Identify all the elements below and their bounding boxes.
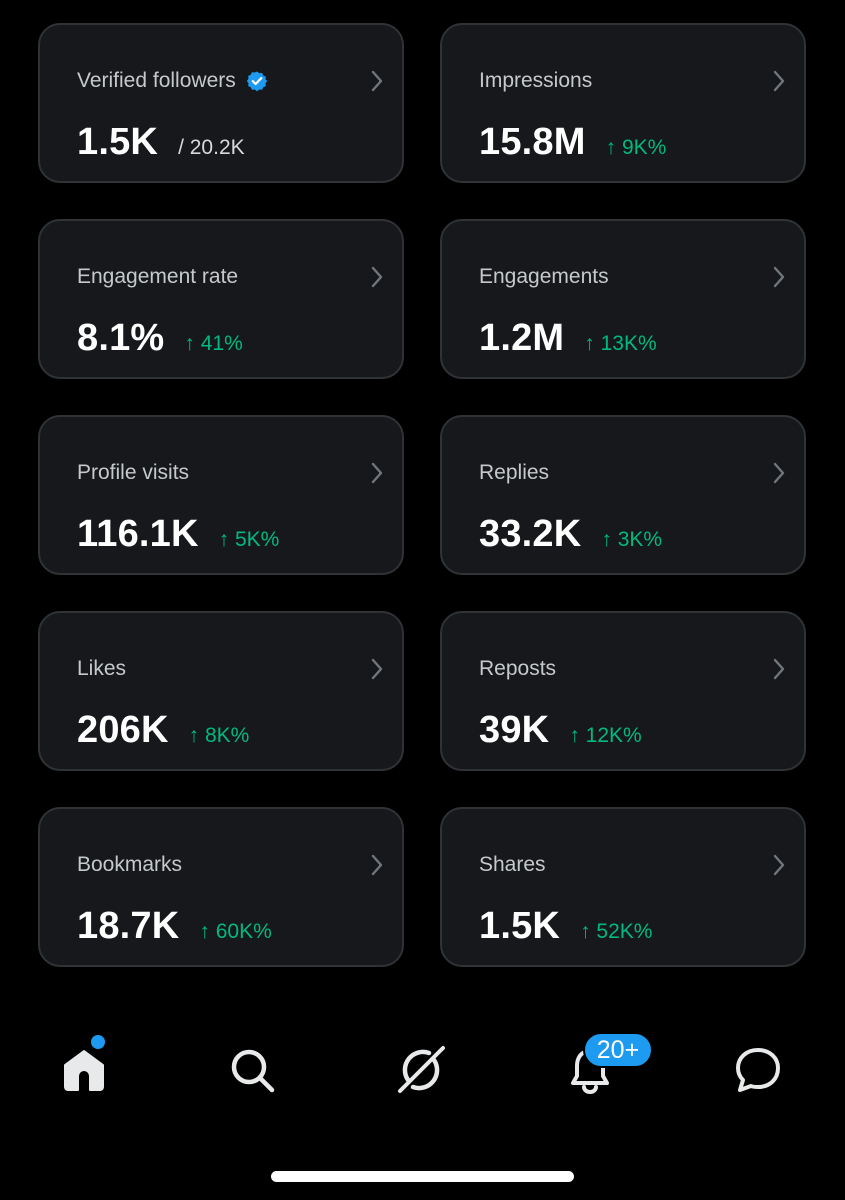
card-title: Profile visits — [77, 461, 190, 484]
card-label-row: Profile visits — [77, 461, 189, 485]
card-value-row: 116.1K ↑ 5K% — [77, 513, 279, 556]
chevron-right-icon — [371, 266, 383, 288]
card-verified-followers[interactable]: Verified followers 1.5K / 20.2K — [38, 23, 404, 183]
chevron-right-icon — [371, 658, 383, 680]
analytics-cards-grid: Verified followers 1.5K / 20.2K Impressi… — [38, 23, 806, 967]
card-value: 206K — [77, 709, 169, 751]
card-change: ↑ 3K% — [601, 528, 663, 551]
card-change: ↑ 13K% — [584, 332, 657, 355]
card-likes[interactable]: Likes 206K ↑ 8K% — [38, 611, 404, 771]
bottom-tab-bar — [0, 1030, 845, 1110]
card-label-row: Likes — [77, 657, 126, 681]
card-change: ↑ 52K% — [580, 920, 653, 943]
card-bookmarks[interactable]: Bookmarks 18.7K ↑ 60K% — [38, 807, 404, 967]
tab-search[interactable] — [222, 1040, 282, 1100]
card-label-row: Impressions — [479, 69, 592, 93]
card-shares[interactable]: Shares 1.5K ↑ 52K% — [440, 807, 806, 967]
card-change: ↑ 8K% — [188, 724, 250, 747]
home-indicator-bar[interactable] — [271, 1171, 574, 1182]
verified-badge-icon — [246, 71, 267, 92]
card-value-row: 206K ↑ 8K% — [77, 709, 249, 752]
card-change: ↑ 41% — [184, 332, 243, 355]
card-engagement-rate[interactable]: Engagement rate 8.1% ↑ 41% — [38, 219, 404, 379]
card-label-row: Verified followers — [77, 69, 268, 93]
card-value-row: 18.7K ↑ 60K% — [77, 905, 272, 948]
card-value: 1.5K — [77, 121, 159, 163]
card-total: / 20.2K — [178, 136, 245, 159]
card-title: Reposts — [479, 657, 557, 680]
card-change: ↑ 5K% — [218, 528, 280, 551]
card-title: Replies — [479, 461, 550, 484]
card-title: Verified followers — [77, 69, 236, 92]
notifications-count-badge: 20+ — [583, 1032, 653, 1068]
card-value: 116.1K — [77, 513, 199, 555]
card-label-row: Bookmarks — [77, 853, 182, 877]
home-icon — [64, 1050, 104, 1091]
card-value-row: 1.5K / 20.2K — [77, 121, 245, 164]
tab-home[interactable] — [54, 1040, 114, 1100]
tab-messages[interactable] — [728, 1040, 788, 1100]
chevron-right-icon — [773, 266, 785, 288]
card-value: 1.5K — [479, 905, 561, 947]
card-impressions[interactable]: Impressions 15.8M ↑ 9K% — [440, 23, 806, 183]
home-unread-dot — [91, 1035, 105, 1049]
card-value: 15.8M — [479, 121, 586, 163]
card-value: 33.2K — [479, 513, 582, 555]
chevron-right-icon — [773, 462, 785, 484]
card-title: Shares — [479, 853, 546, 876]
card-value-row: 39K ↑ 12K% — [479, 709, 642, 752]
card-value-row: 1.2M ↑ 13K% — [479, 317, 657, 360]
chevron-right-icon — [371, 70, 383, 92]
search-icon — [231, 1049, 275, 1093]
chevron-right-icon — [773, 854, 785, 876]
card-value: 18.7K — [77, 905, 180, 947]
card-profile-visits[interactable]: Profile visits 116.1K ↑ 5K% — [38, 415, 404, 575]
card-value-row: 15.8M ↑ 9K% — [479, 121, 666, 164]
card-value-row: 8.1% ↑ 41% — [77, 317, 243, 360]
card-value: 39K — [479, 709, 550, 751]
chevron-right-icon — [773, 658, 785, 680]
card-title: Impressions — [479, 69, 593, 92]
card-change: ↑ 9K% — [605, 136, 667, 159]
card-title: Engagements — [479, 265, 609, 288]
card-label-row: Shares — [479, 853, 546, 877]
card-title: Likes — [77, 657, 127, 680]
tab-grok[interactable] — [391, 1040, 451, 1100]
card-value-row: 33.2K ↑ 3K% — [479, 513, 662, 556]
card-title: Engagement rate — [77, 265, 239, 288]
card-replies[interactable]: Replies 33.2K ↑ 3K% — [440, 415, 806, 575]
card-label-row: Reposts — [479, 657, 556, 681]
messages-icon — [736, 1048, 780, 1092]
card-value: 1.2M — [479, 317, 565, 359]
chevron-right-icon — [773, 70, 785, 92]
card-engagements[interactable]: Engagements 1.2M ↑ 13K% — [440, 219, 806, 379]
card-reposts[interactable]: Reposts 39K ↑ 12K% — [440, 611, 806, 771]
card-value-row: 1.5K ↑ 52K% — [479, 905, 652, 948]
card-change: ↑ 60K% — [199, 920, 272, 943]
grok-icon — [398, 1046, 445, 1093]
card-label-row: Engagement rate — [77, 265, 238, 289]
chevron-right-icon — [371, 854, 383, 876]
card-label-row: Replies — [479, 461, 549, 485]
card-label-row: Engagements — [479, 265, 609, 289]
card-value: 8.1% — [77, 317, 165, 359]
card-title: Bookmarks — [77, 853, 183, 876]
card-change: ↑ 12K% — [569, 724, 642, 747]
chevron-right-icon — [371, 462, 383, 484]
